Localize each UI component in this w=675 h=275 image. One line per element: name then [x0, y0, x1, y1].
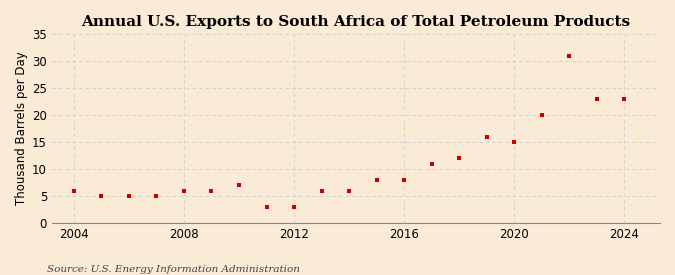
Point: [591, 97, 602, 101]
Point: [179, 188, 190, 193]
Point: [509, 140, 520, 144]
Point: [69, 188, 80, 193]
Point: [536, 113, 547, 117]
Point: [426, 161, 437, 166]
Point: [371, 178, 382, 182]
Point: [261, 205, 272, 209]
Point: [619, 97, 630, 101]
Point: [344, 188, 354, 193]
Title: Annual U.S. Exports to South Africa of Total Petroleum Products: Annual U.S. Exports to South Africa of T…: [82, 15, 630, 29]
Point: [234, 183, 244, 187]
Point: [564, 54, 574, 58]
Point: [289, 205, 300, 209]
Point: [124, 194, 134, 198]
Point: [151, 194, 162, 198]
Point: [399, 178, 410, 182]
Point: [316, 188, 327, 193]
Point: [206, 188, 217, 193]
Point: [454, 156, 464, 160]
Text: Source: U.S. Energy Information Administration: Source: U.S. Energy Information Administ…: [47, 265, 300, 274]
Point: [481, 134, 492, 139]
Point: [96, 194, 107, 198]
Y-axis label: Thousand Barrels per Day: Thousand Barrels per Day: [15, 52, 28, 205]
